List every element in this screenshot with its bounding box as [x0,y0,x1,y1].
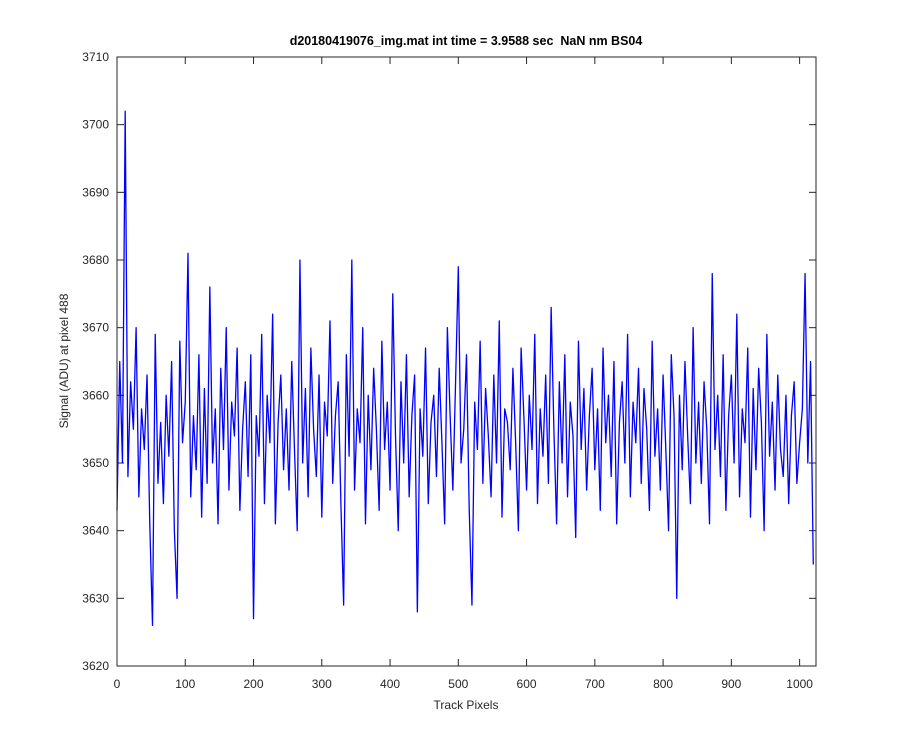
y-tick-label: 3630 [82,591,109,605]
x-tick-label: 800 [653,677,673,691]
data-line [116,110,814,627]
axes-box [116,56,817,667]
x-tick-label: 500 [448,677,468,691]
x-tick-label: 600 [517,677,537,691]
x-tick-label: 400 [380,677,400,691]
y-tick-label: 3700 [82,118,109,132]
y-tick-label: 3710 [82,50,109,64]
y-tick-label: 3670 [82,321,109,335]
y-tick-label: 3640 [82,524,109,538]
x-tick-label: 100 [175,677,195,691]
x-axis-label: Track Pixels [434,698,499,712]
x-tick-label: 700 [585,677,605,691]
y-axis-label: Signal (ADU) at pixel 488 [57,293,71,428]
chart-title: d20180419076_img.mat int time = 3.9588 s… [290,34,643,48]
y-tick-label: 3690 [82,185,109,199]
y-tick-label: 3620 [82,659,109,673]
x-tick-label: 0 [114,677,121,691]
y-tick-label: 3680 [82,253,109,267]
x-tick-label: 200 [244,677,264,691]
x-tick-label: 1000 [786,677,813,691]
x-tick-label: 900 [721,677,741,691]
y-tick-label: 3650 [82,456,109,470]
y-tick-label: 3660 [82,388,109,402]
x-tick-label: 300 [312,677,332,691]
